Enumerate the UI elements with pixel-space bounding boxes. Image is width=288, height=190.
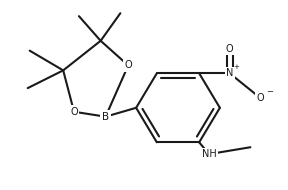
Text: N: N [226, 68, 233, 78]
Text: B: B [102, 112, 109, 122]
Text: O: O [256, 93, 264, 103]
Text: O: O [70, 107, 78, 117]
Text: O: O [124, 60, 132, 70]
Text: NH: NH [202, 149, 216, 159]
Text: +: + [234, 64, 240, 70]
Text: O: O [226, 44, 234, 54]
Text: −: − [266, 88, 273, 97]
